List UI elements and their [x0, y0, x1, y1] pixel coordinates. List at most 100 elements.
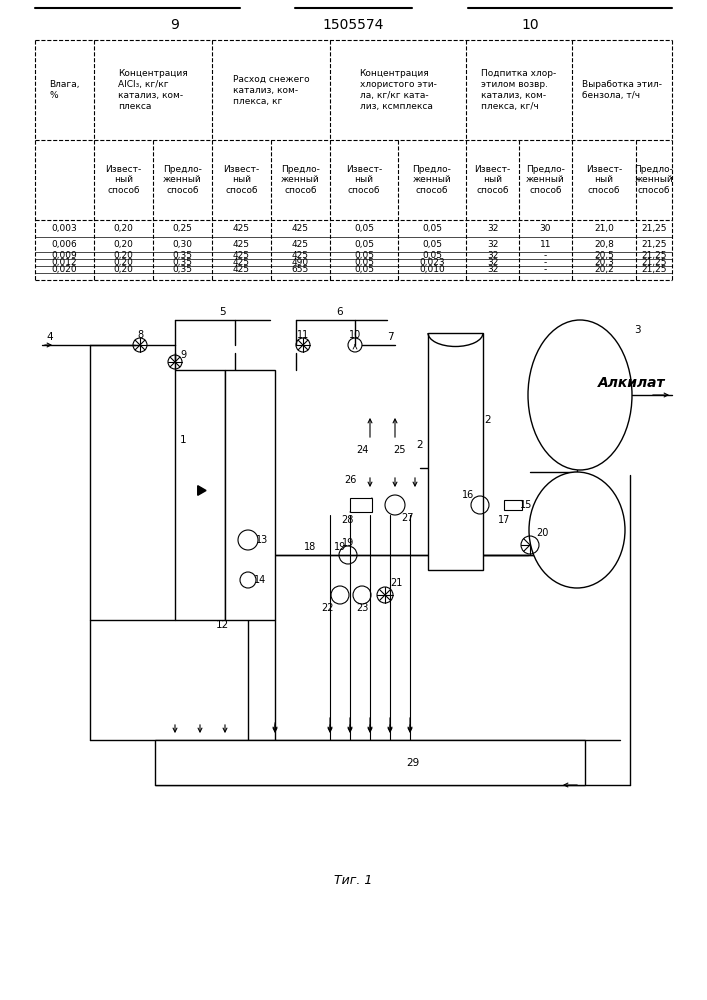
Text: Предло-
женный
способ: Предло- женный способ [281, 165, 320, 195]
Text: 0,023: 0,023 [419, 258, 445, 267]
Bar [155, 740, 585, 785]
Text: 425: 425 [292, 240, 309, 249]
Text: 3: 3 [633, 325, 641, 335]
Text: 425: 425 [292, 224, 309, 233]
Text: Концентрация
AlCl₃, кг/кг
катализ, ком-
плекса: Концентрация AlCl₃, кг/кг катализ, ком- … [118, 69, 188, 111]
Text: Влага,
%: Влага, % [49, 80, 80, 100]
Text: 30: 30 [539, 224, 551, 233]
Text: 490: 490 [292, 258, 309, 267]
Text: Извест-
ный
способ: Извест- ный способ [223, 165, 259, 195]
Text: 0,020: 0,020 [52, 265, 77, 274]
Text: 20,3: 20,3 [594, 258, 614, 267]
Text: 11: 11 [297, 330, 309, 340]
Text: 20,8: 20,8 [594, 240, 614, 249]
Text: 0,009: 0,009 [52, 251, 77, 260]
Text: 0,05: 0,05 [422, 240, 442, 249]
Text: 1505574: 1505574 [322, 18, 384, 32]
Text: 425: 425 [233, 251, 250, 260]
Text: 425: 425 [233, 240, 250, 249]
Text: 29: 29 [407, 758, 420, 768]
Text: 7: 7 [387, 332, 393, 342]
Text: 21,25: 21,25 [641, 240, 667, 249]
Text: Извест-
ный
способ: Извест- ный способ [105, 165, 141, 195]
Text: 0,05: 0,05 [422, 224, 442, 233]
Text: 425: 425 [233, 224, 250, 233]
Text: 26: 26 [344, 475, 356, 485]
Text: 425: 425 [233, 258, 250, 267]
Text: 0,05: 0,05 [422, 251, 442, 260]
Text: 1: 1 [180, 435, 187, 445]
Text: 425: 425 [233, 265, 250, 274]
Text: -: - [544, 251, 547, 260]
Text: 17: 17 [498, 515, 510, 525]
Text: 21,25: 21,25 [641, 258, 667, 267]
Text: 0,35: 0,35 [173, 265, 192, 274]
Text: 8: 8 [137, 330, 143, 340]
Text: Извест-
ный
способ: Извест- ный способ [586, 165, 622, 195]
Text: 24: 24 [356, 445, 368, 455]
Text: 0,05: 0,05 [354, 251, 374, 260]
Ellipse shape [528, 320, 632, 470]
Text: 0,012: 0,012 [52, 258, 77, 267]
Text: 0,35: 0,35 [173, 258, 192, 267]
Text: 13: 13 [256, 535, 268, 545]
Text: 5: 5 [218, 307, 226, 317]
Bar [175, 370, 225, 620]
Text: 21,25: 21,25 [641, 265, 667, 274]
Text: 20,2: 20,2 [594, 265, 614, 274]
Text: 14: 14 [254, 575, 266, 585]
Bar [504, 500, 522, 510]
Text: 21,25: 21,25 [641, 251, 667, 260]
Text: Расход снежего
катализ, ком-
плекса, кг: Расход снежего катализ, ком- плекса, кг [233, 74, 310, 106]
Text: 2: 2 [416, 440, 423, 450]
Text: 21: 21 [390, 578, 402, 588]
Text: 19: 19 [334, 542, 346, 552]
Text: Предло-
женный
способ: Предло- женный способ [635, 165, 674, 195]
Text: 0,35: 0,35 [173, 251, 192, 260]
Text: 0,20: 0,20 [114, 224, 134, 233]
Text: 0,20: 0,20 [114, 258, 134, 267]
Text: 20,5: 20,5 [594, 251, 614, 260]
Text: 28: 28 [341, 515, 354, 525]
Bar [225, 370, 275, 620]
Text: 32: 32 [487, 265, 498, 274]
Text: 22: 22 [322, 603, 334, 613]
Text: 18: 18 [304, 542, 316, 552]
Text: 32: 32 [487, 240, 498, 249]
Text: 0,003: 0,003 [52, 224, 77, 233]
Text: 32: 32 [487, 251, 498, 260]
Text: Подпитка хлор-
этилом возвр.
катализ, ком-
плекса, кг/ч: Подпитка хлор- этилом возвр. катализ, ко… [481, 69, 556, 111]
Text: 21,0: 21,0 [594, 224, 614, 233]
Text: 23: 23 [356, 603, 368, 613]
Text: 0,006: 0,006 [52, 240, 77, 249]
Text: 0,20: 0,20 [114, 251, 134, 260]
Bar [428, 333, 483, 570]
Text: Извест-
ный
способ: Извест- ный способ [346, 165, 382, 195]
Ellipse shape [529, 472, 625, 588]
Text: 655: 655 [292, 265, 309, 274]
Text: 6: 6 [337, 307, 344, 317]
Text: -: - [544, 265, 547, 274]
Text: 12: 12 [216, 620, 228, 630]
Text: 0,30: 0,30 [173, 240, 192, 249]
Text: Концентрация
хлористого эти-
ла, кг/кг ката-
лиз, ксмплекса: Концентрация хлористого эти- ла, кг/кг к… [360, 69, 436, 111]
Text: Алкилат: Алкилат [598, 376, 666, 390]
Text: 0,05: 0,05 [354, 265, 374, 274]
Text: Предло-
женный
способ: Предло- женный способ [526, 165, 565, 195]
Text: 2: 2 [485, 415, 491, 425]
Text: 4: 4 [47, 332, 53, 342]
Bar [350, 498, 372, 512]
Text: 0,05: 0,05 [354, 224, 374, 233]
Text: Предло-
женный
способ: Предло- женный способ [163, 165, 202, 195]
Text: 27: 27 [401, 513, 414, 523]
Text: 10: 10 [349, 330, 361, 340]
Text: 10: 10 [521, 18, 539, 32]
Text: Выработка этил-
бензола, т/ч: Выработка этил- бензола, т/ч [582, 80, 662, 100]
Text: 9: 9 [170, 18, 180, 32]
Text: Извест-
ный
способ: Извест- ный способ [474, 165, 510, 195]
Text: 16: 16 [462, 490, 474, 500]
Text: 0,20: 0,20 [114, 240, 134, 249]
Text: 15: 15 [520, 500, 532, 510]
Text: 32: 32 [487, 258, 498, 267]
Text: 25: 25 [394, 445, 407, 455]
